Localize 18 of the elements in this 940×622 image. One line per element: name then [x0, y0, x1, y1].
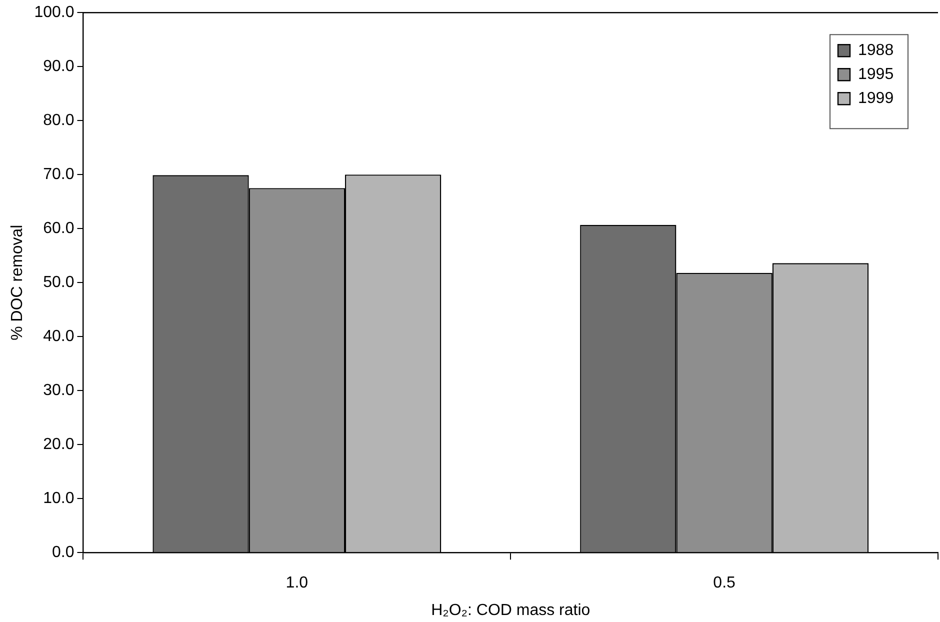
y-tick-label: 100.0: [34, 4, 74, 22]
y-tick-label: 20.0: [43, 436, 74, 454]
y-tick-label: 60.0: [43, 220, 74, 238]
y-axis-title: % DOC removal: [9, 224, 26, 340]
y-tick-label: 70.0: [43, 166, 74, 184]
x-tick-label: 1.0: [286, 574, 308, 592]
x-axis-title: H₂O₂: COD mass ratio: [431, 602, 590, 619]
y-tick-label: 50.0: [43, 274, 74, 292]
y-tick-label: 10.0: [43, 490, 74, 508]
x-tick-label: 0.5: [713, 574, 736, 592]
y-tick-label: 40.0: [43, 328, 74, 346]
y-tick-label: 30.0: [43, 382, 74, 400]
y-tick-label: 0.0: [52, 544, 74, 562]
legend-label: 1995: [858, 66, 894, 84]
y-tick-label: 80.0: [43, 112, 74, 130]
legend-label: 1999: [858, 90, 894, 108]
y-tick-label: 90.0: [43, 58, 74, 76]
legend-label: 1988: [858, 42, 894, 60]
